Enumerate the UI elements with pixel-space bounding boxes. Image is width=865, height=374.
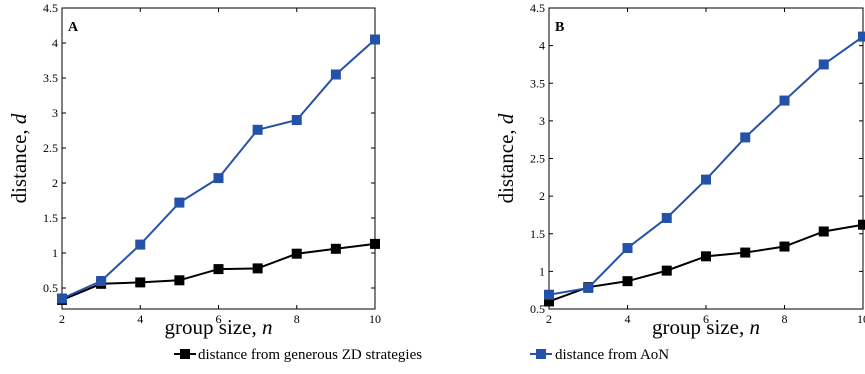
data-point (740, 132, 751, 143)
x-axis-label: group size, n (165, 315, 273, 339)
y-axis-label: distance, d (7, 113, 31, 203)
data-point (858, 219, 865, 230)
y-tick-label: 3.5 (530, 76, 545, 90)
y-tick-label: 4.5 (530, 1, 545, 15)
data-point (779, 241, 790, 252)
y-tick-label: 1.5 (530, 227, 545, 241)
data-point (740, 247, 751, 258)
x-axis-label-text: group size, (165, 315, 262, 339)
y-axis-label-var: d (7, 113, 31, 124)
legend: distance from generous ZD strategies dis… (174, 347, 669, 363)
y-tick-label: 0.5 (530, 302, 545, 316)
data-point (213, 173, 224, 184)
legend-label-aon: distance from AoN (555, 347, 669, 363)
data-point (174, 197, 185, 208)
data-point (818, 59, 829, 70)
x-tick-label: 8 (294, 312, 300, 326)
x-tick-label: 2 (59, 312, 65, 326)
data-point (370, 238, 380, 249)
y-tick-label: 3 (52, 106, 58, 120)
y-tick-label: 1.5 (43, 211, 58, 225)
y-tick-label: 4 (539, 39, 545, 53)
y-tick-label: 2 (52, 176, 58, 190)
y-axis-label-text: distance, (7, 124, 31, 203)
data-point (330, 69, 341, 80)
x-tick-label: 4 (137, 312, 143, 326)
y-tick-label: 4.5 (43, 1, 58, 15)
data-point (622, 276, 633, 287)
data-point (96, 276, 107, 286)
y-tick-label: 3 (539, 114, 545, 128)
x-tick-label: 6 (703, 312, 709, 326)
series-zd (544, 219, 865, 307)
x-axis-label-var: n (749, 315, 760, 339)
data-point (622, 243, 633, 254)
data-point (135, 239, 146, 250)
legend-marker-zd (180, 349, 190, 359)
x-tick-label: 6 (216, 312, 222, 326)
data-point (583, 282, 594, 293)
panel-label: A (68, 20, 79, 35)
data-point (701, 251, 711, 262)
y-axis-label-var: d (494, 113, 518, 124)
y-axis-label: distance, d (494, 113, 518, 203)
y-tick-label: 4 (52, 36, 58, 50)
legend-label-zd: distance from generous ZD strategies (198, 347, 422, 363)
data-point (661, 212, 672, 223)
x-axis-label-text: group size, (652, 315, 749, 339)
x-tick-label: 4 (625, 312, 631, 326)
data-point (661, 265, 672, 276)
series-aon (57, 34, 380, 304)
data-point (544, 296, 554, 307)
plot-frame (61, 7, 376, 310)
x-tick-label: 10 (369, 312, 381, 326)
x-tick-label: 2 (546, 312, 552, 326)
x-axis-label: group size, n (652, 315, 760, 339)
data-point (174, 275, 185, 286)
data-point (858, 31, 865, 42)
plot-frame (548, 7, 864, 310)
y-tick-label: 2.5 (43, 141, 58, 155)
y-tick-label: 1 (52, 246, 58, 260)
data-point (779, 95, 790, 106)
series-line (548, 223, 864, 303)
data-point (213, 264, 224, 275)
legend-marker-aon (536, 349, 546, 359)
y-tick-label: 3.5 (43, 71, 58, 85)
data-point (135, 277, 146, 288)
data-point (291, 115, 302, 125)
data-point (370, 34, 380, 45)
y-tick-label: 1 (539, 264, 545, 278)
panel-label: B (555, 20, 564, 35)
y-axis-label-text: distance, (494, 124, 518, 203)
x-axis-label-var: n (262, 315, 273, 339)
y-tick-label: 0.5 (43, 281, 58, 295)
data-point (252, 263, 263, 274)
x-tick-label: 8 (782, 312, 788, 326)
series-line (61, 38, 376, 300)
data-point (818, 226, 829, 237)
data-point (544, 289, 554, 300)
y-tick-label: 2 (539, 189, 545, 203)
y-tick-label: 2.5 (530, 152, 545, 166)
series-aon (544, 31, 865, 300)
data-point (701, 174, 711, 185)
series-zd (57, 238, 380, 305)
x-tick-label: 10 (857, 312, 865, 326)
data-point (291, 248, 302, 259)
data-point (252, 124, 263, 135)
data-point (57, 293, 67, 304)
data-point (330, 243, 341, 254)
